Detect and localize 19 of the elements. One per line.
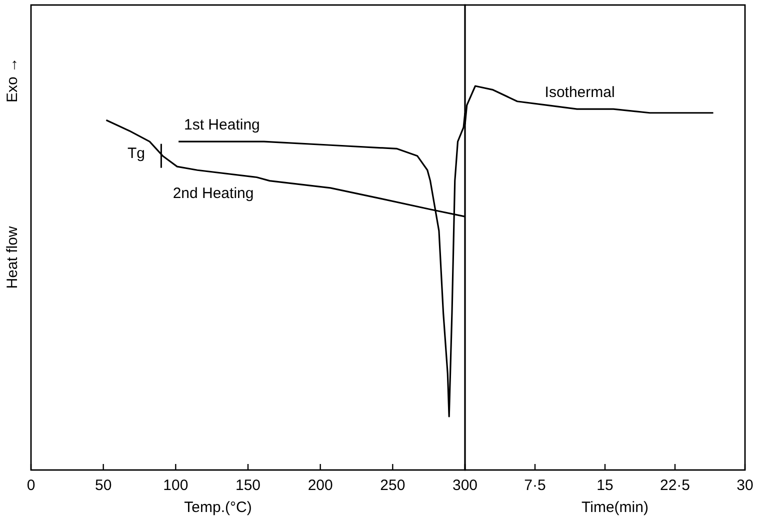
x-tick-label: 0: [26, 477, 36, 494]
legend-label: 2nd Heating: [172, 185, 254, 202]
x-axis-title: Time(min): [582, 499, 648, 516]
series-label: Isothermal: [544, 84, 615, 102]
x-tick-label: 100: [163, 477, 188, 494]
x-tick-label: 50: [94, 477, 112, 494]
x-tick-label: 150: [235, 477, 261, 494]
x-tick-label: 15: [596, 477, 614, 494]
x-tick-label: 22·5: [660, 477, 690, 494]
x-tick-label: 300: [452, 477, 478, 494]
y-axis-title: Heat flow: [4, 226, 21, 289]
x-axis-title: Temp.(°C): [184, 499, 252, 516]
series-label: 1st Heating: [184, 116, 260, 134]
x-tick-label: 200: [308, 477, 333, 494]
x-tick-label: 7·5: [524, 477, 546, 494]
x-tick-label: 30: [736, 477, 754, 494]
x-tick-label: 250: [380, 477, 406, 494]
text: Exo →: [4, 57, 21, 103]
annotation: Tg: [127, 144, 145, 162]
